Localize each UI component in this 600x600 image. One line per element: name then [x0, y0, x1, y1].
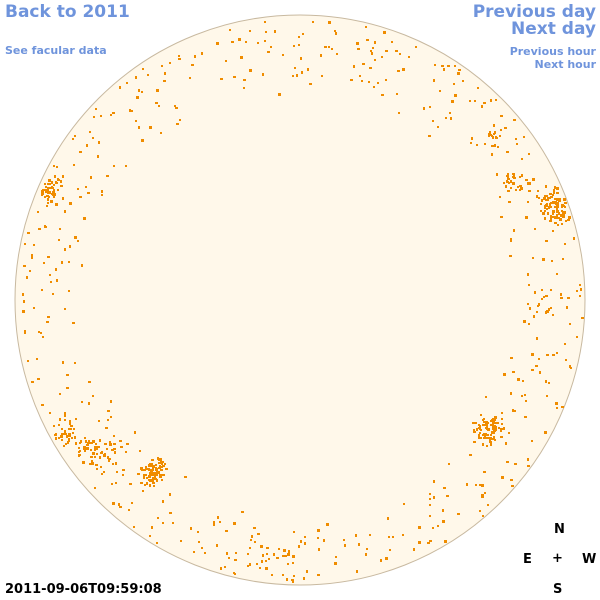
back-to-year-link[interactable]: Back to 2011: [5, 2, 130, 22]
observation-timestamp: 2011-09-06T09:59:08: [5, 582, 162, 597]
solar-disk: [14, 14, 586, 586]
see-facular-data-link[interactable]: See facular data: [5, 44, 107, 57]
compass-east-label: E: [523, 552, 532, 567]
compass-north-label: N: [554, 522, 565, 537]
next-hour-link[interactable]: Next hour: [534, 58, 597, 71]
faculae-points: [22, 21, 584, 583]
previous-hour-link[interactable]: Previous hour: [509, 45, 596, 58]
compass-south-label: S: [553, 582, 563, 597]
next-day-link[interactable]: Next day: [511, 19, 596, 39]
compass-west-label: W: [582, 552, 597, 567]
compass-center-mark: +: [552, 551, 563, 566]
previous-day-link[interactable]: Previous day: [472, 2, 596, 22]
